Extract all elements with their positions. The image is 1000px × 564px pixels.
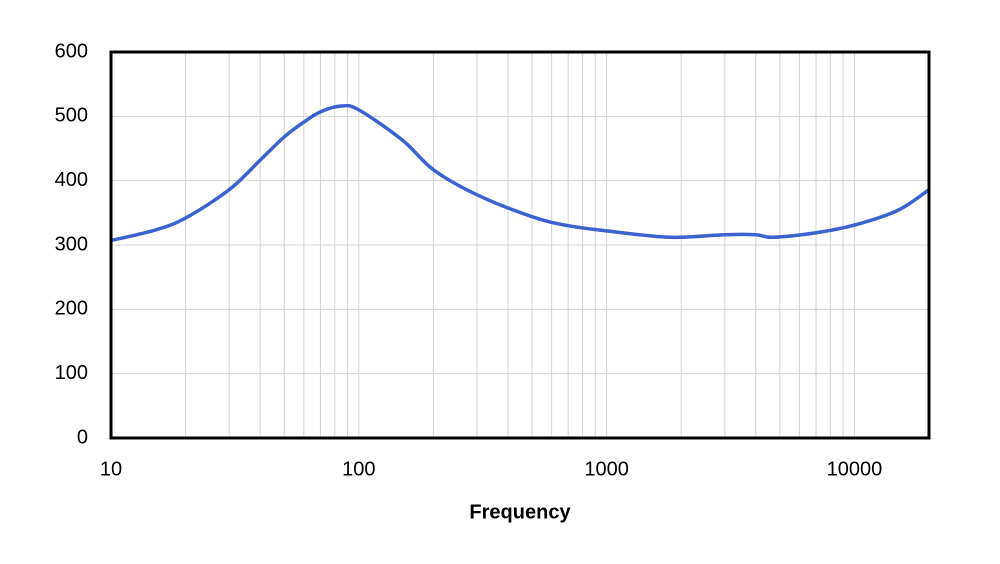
y-tick-label: 100 [55,362,88,384]
x-axis-label: Frequency [469,501,571,523]
data-line [110,103,930,243]
x-tick-label: 1000 [584,458,629,480]
y-tick-label: 500 [55,105,88,127]
y-tick-label: 0 [77,426,88,448]
x-tick-label: 10 [100,458,122,480]
y-tick-label: 300 [55,233,88,255]
y-tick-label: 400 [55,169,88,191]
plot-frame [109,50,931,440]
x-tick-label: 10000 [827,458,883,480]
y-tick-label: 600 [55,40,88,62]
y-tick-label: 200 [55,298,88,320]
x-tick-label: 100 [342,458,375,480]
